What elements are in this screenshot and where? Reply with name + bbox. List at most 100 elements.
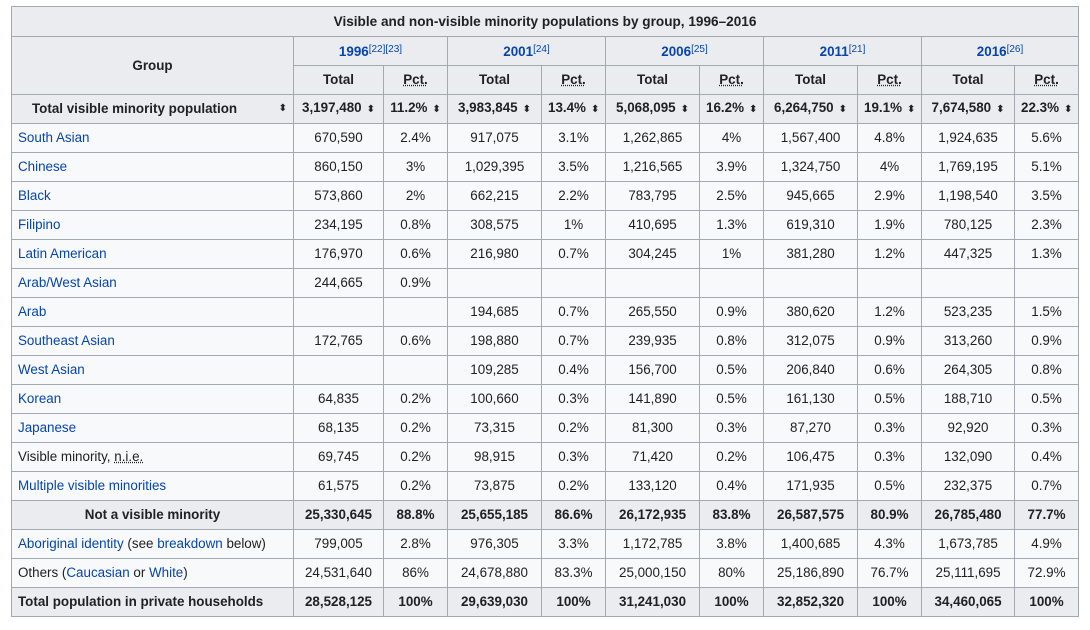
summary-value-cell[interactable]: 22.3% ⬍	[1014, 94, 1080, 124]
sort-icon[interactable]: ⬍	[590, 104, 600, 115]
value-cell: 1,567,400	[763, 123, 859, 153]
summary-value-cell[interactable]: 7,674,580 ⬍	[921, 94, 1016, 124]
sort-icon[interactable]: ⬍	[1064, 104, 1073, 115]
summary-value-cell[interactable]: 13.4% ⬍	[540, 94, 607, 124]
nie-abbr[interactable]: n.i.e.	[114, 449, 144, 464]
group-link[interactable]: South Asian	[18, 130, 90, 145]
value-cell: 28,528,125	[293, 587, 384, 617]
value-cell: 0.7%	[540, 297, 607, 327]
pct-abbr: Pct.	[403, 72, 428, 87]
year-header-2001[interactable]: 2001[24]	[446, 36, 607, 66]
group-link[interactable]: Southeast Asian	[18, 333, 115, 348]
table-row: Japanese 68,135 0.2% 73,315 0.2% 81,300 0.3% 87…	[11, 413, 1080, 443]
value-cell: 1,673,785	[921, 529, 1016, 559]
sort-icon[interactable]: ⬍	[432, 104, 441, 115]
group-link[interactable]: Chinese	[18, 159, 68, 174]
group-link[interactable]: West Asian	[18, 362, 85, 377]
aboriginal-identity-link[interactable]: Aboriginal identity	[18, 536, 124, 551]
others-label-cell: Others (Caucasian or White)	[11, 558, 294, 588]
table-row: Black 573,860 2% 662,215 2.2% 783,795 2.5% 945,…	[11, 181, 1080, 211]
sort-icon[interactable]: ⬍	[278, 103, 287, 114]
value-cell: 0.5%	[699, 384, 765, 414]
summary-value-cell[interactable]: 16.2% ⬍	[699, 94, 765, 124]
sort-icon[interactable]: ⬍	[838, 104, 848, 115]
value-cell: 81,300	[605, 413, 701, 443]
group-link[interactable]: Korean	[18, 391, 62, 406]
sort-icon[interactable]: ⬍	[907, 104, 916, 115]
pct-abbr: Pct.	[719, 72, 744, 87]
pct-abbr: Pct.	[561, 72, 586, 87]
sort-icon[interactable]: ⬍	[680, 104, 689, 115]
value-cell: 265,550	[605, 297, 701, 327]
value-cell: 1.3%	[1014, 239, 1080, 269]
group-link[interactable]: Arab	[18, 304, 47, 319]
value-cell: 1.2%	[857, 297, 923, 327]
value-cell: 0.5%	[857, 471, 923, 501]
summary-value: 16.2%	[706, 100, 744, 115]
total-header-2016: Total	[921, 65, 1016, 95]
group-link[interactable]: Filipino	[18, 217, 61, 232]
value-cell: 917,075	[447, 123, 542, 153]
group-link[interactable]: Black	[18, 188, 51, 203]
value-cell: 1%	[540, 210, 607, 240]
summary-label[interactable]: Total visible minority population ⬍	[11, 94, 294, 124]
value-cell: 83.8%	[699, 500, 765, 530]
summary-value-cell[interactable]: 6,264,750 ⬍	[763, 94, 859, 124]
value-cell: 194,685	[447, 297, 542, 327]
summary-value-cell[interactable]: 3,983,845 ⬍	[447, 94, 542, 124]
table-row: Korean 64,835 0.2% 100,660 0.3% 141,890 0.5% 16…	[11, 384, 1080, 414]
value-cell: 381,280	[763, 239, 859, 269]
table-row: Chinese 860,150 3% 1,029,395 3.5% 1,216,565 3.…	[11, 152, 1080, 182]
value-cell: 29,639,030	[447, 587, 542, 617]
value-cell: 100,660	[447, 384, 542, 414]
value-cell: 25,655,185	[447, 500, 542, 530]
value-cell: 3.9%	[699, 152, 765, 182]
value-cell: 25,111,695	[921, 558, 1016, 588]
sort-icon[interactable]: ⬍	[522, 104, 531, 115]
value-cell	[1014, 268, 1080, 298]
group-link[interactable]: Arab/West Asian	[18, 275, 117, 290]
value-cell: 313,260	[921, 326, 1016, 356]
value-cell: 161,130	[763, 384, 859, 414]
group-label-cell: Arab	[11, 297, 294, 327]
summary-value-cell[interactable]: 5,068,095 ⬍	[605, 94, 701, 124]
value-cell: 239,935	[605, 326, 701, 356]
minority-populations-table: Visible and non-visible minority populat…	[11, 6, 1080, 617]
not-visible-row: Not a visible minority 25,330,645 88.8% 25,…	[11, 500, 1080, 530]
value-cell	[605, 268, 701, 298]
value-cell	[540, 268, 607, 298]
group-link[interactable]: Multiple visible minorities	[18, 478, 167, 493]
value-cell: 244,665	[293, 268, 384, 298]
summary-value: 11.2%	[390, 100, 428, 115]
value-cell: 25,000,150	[605, 558, 701, 588]
breakdown-link[interactable]: breakdown	[157, 536, 223, 551]
pct-header-2001: Pct.	[540, 65, 607, 95]
summary-value-cell[interactable]: 3,197,480 ⬍	[293, 94, 384, 124]
pct-header-2016: Pct.	[1014, 65, 1080, 95]
caucasian-link[interactable]: Caucasian	[66, 565, 130, 580]
sort-icon[interactable]: ⬍	[996, 104, 1005, 115]
year-header-2006[interactable]: 2006[25]	[605, 36, 765, 66]
value-cell: 198,880	[447, 326, 542, 356]
value-cell: 0.5%	[857, 384, 923, 414]
summary-value-cell[interactable]: 19.1% ⬍	[857, 94, 923, 124]
aboriginal-label-cell: Aboriginal identity (see breakdown below…	[11, 529, 294, 559]
value-cell: 106,475	[763, 442, 859, 472]
sort-icon[interactable]: ⬍	[748, 104, 758, 115]
sort-icon[interactable]: ⬍	[366, 104, 375, 115]
group-link[interactable]: Japanese	[18, 420, 77, 435]
group-label-cell: Filipino	[11, 210, 294, 240]
pct-abbr: Pct.	[877, 72, 902, 87]
group-label-cell: Korean	[11, 384, 294, 414]
year-header-1996[interactable]: 1996[22][23]	[293, 36, 448, 66]
group-link[interactable]: Latin American	[18, 246, 107, 261]
year-header-2011[interactable]: 2011[21]	[763, 36, 923, 66]
year-header-2016[interactable]: 2016[26]	[921, 36, 1080, 66]
white-link[interactable]: White	[149, 565, 184, 580]
value-cell: 171,935	[763, 471, 859, 501]
value-cell: 216,980	[447, 239, 542, 269]
value-cell: 1,924,635	[921, 123, 1016, 153]
value-cell: 100%	[699, 587, 765, 617]
summary-value-cell[interactable]: 11.2% ⬍	[383, 94, 448, 124]
value-cell	[383, 355, 448, 385]
